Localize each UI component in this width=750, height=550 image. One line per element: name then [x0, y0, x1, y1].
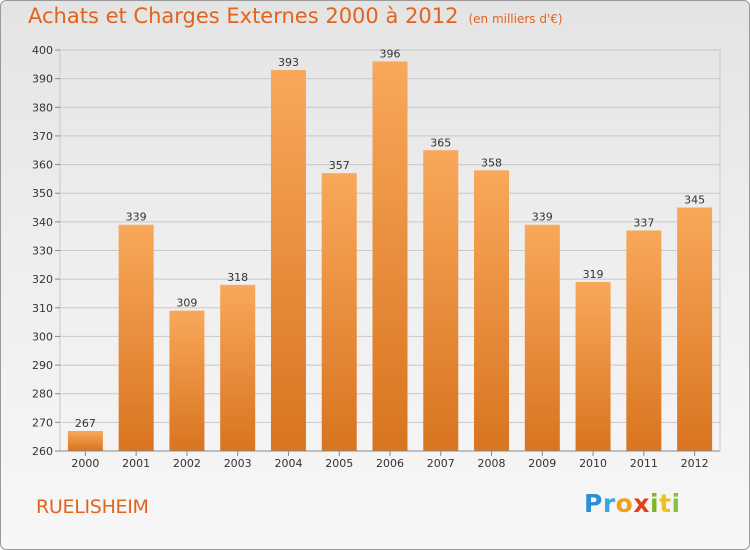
- data-label: 396: [380, 47, 401, 60]
- chart-title-text: Achats et Charges Externes 2000 à 2012: [28, 4, 459, 28]
- x-tick-label: 2012: [681, 457, 709, 470]
- y-tick-label: 340: [32, 216, 53, 229]
- x-tick-label: 2006: [376, 457, 404, 470]
- data-label: 267: [75, 417, 96, 430]
- logo-letter: x: [633, 489, 650, 518]
- bar-2002: [169, 310, 205, 451]
- bar-2003: [220, 284, 256, 451]
- data-label: 319: [583, 268, 604, 281]
- data-labels: 267 339 309 318 393 357 396 365 358 339 319 337 345: [75, 47, 705, 429]
- logo-letter: t: [659, 489, 672, 518]
- chart-subtitle: (en milliers d'€): [468, 12, 563, 26]
- location-label: RUELISHEIM: [36, 496, 149, 518]
- data-label: 365: [430, 136, 451, 149]
- bar-2008: [474, 170, 510, 452]
- bar-2006: [372, 61, 408, 451]
- logo-letter: r: [602, 489, 616, 518]
- data-label: 309: [176, 297, 197, 310]
- y-tick-label: 390: [32, 73, 53, 86]
- x-tick-label: 2009: [528, 457, 556, 470]
- bar-2009: [524, 224, 560, 451]
- logo-letter: o: [615, 489, 634, 518]
- y-tick-label: 380: [32, 101, 53, 114]
- data-label: 393: [278, 56, 299, 69]
- y-tick-label: 360: [32, 159, 53, 172]
- y-tick-label: 350: [32, 187, 53, 200]
- logo-letter: P: [584, 489, 603, 518]
- y-tick-label: 400: [32, 44, 53, 57]
- x-tick-label: 2000: [71, 457, 99, 470]
- data-label: 337: [633, 216, 654, 229]
- data-label: 358: [481, 156, 502, 169]
- data-label: 345: [684, 194, 705, 207]
- y-tick-label: 320: [32, 273, 53, 286]
- y-tick-label: 270: [32, 416, 53, 429]
- x-tick-label: 2011: [630, 457, 658, 470]
- data-label: 318: [227, 271, 248, 284]
- data-label: 357: [329, 159, 350, 172]
- bar-2001: [118, 224, 154, 451]
- y-axis: 260 270 280 290 300 310 320 330 340 350 360 370 380 3…: [32, 44, 60, 458]
- x-tick-label: 2001: [122, 457, 150, 470]
- data-label: 339: [126, 211, 147, 224]
- bar-2000: [67, 430, 103, 451]
- x-tick-label: 2007: [427, 457, 455, 470]
- y-tick-label: 260: [32, 445, 53, 458]
- chart-title: Achats et Charges Externes 2000 à 2012 (e…: [28, 4, 563, 28]
- y-tick-label: 310: [32, 302, 53, 315]
- logo-letter: i: [671, 489, 681, 518]
- y-tick-label: 280: [32, 388, 53, 401]
- data-label: 339: [532, 211, 553, 224]
- y-tick-label: 290: [32, 359, 53, 372]
- y-tick-label: 330: [32, 245, 53, 258]
- bars: [67, 61, 713, 452]
- bar-2011: [626, 230, 662, 451]
- x-tick-label: 2002: [173, 457, 201, 470]
- x-tick-label: 2008: [478, 457, 506, 470]
- x-tick-label: 2010: [579, 457, 607, 470]
- logo-letter: i: [650, 489, 660, 518]
- x-tick-label: 2004: [274, 457, 302, 470]
- bar-2010: [575, 282, 611, 451]
- y-tick-label: 300: [32, 330, 53, 343]
- bar-2007: [423, 150, 459, 451]
- x-tick-label: 2005: [325, 457, 353, 470]
- bar-2012: [677, 207, 713, 451]
- x-axis: 2000 2001 2002 2003 2004 2005 2006 2007 2008 2009…: [60, 450, 720, 470]
- y-tick-label: 370: [32, 130, 53, 143]
- x-tick-label: 2003: [224, 457, 252, 470]
- bar-2004: [270, 70, 306, 452]
- bar-2005: [321, 173, 357, 451]
- proxiti-logo: Proxiti: [584, 489, 681, 518]
